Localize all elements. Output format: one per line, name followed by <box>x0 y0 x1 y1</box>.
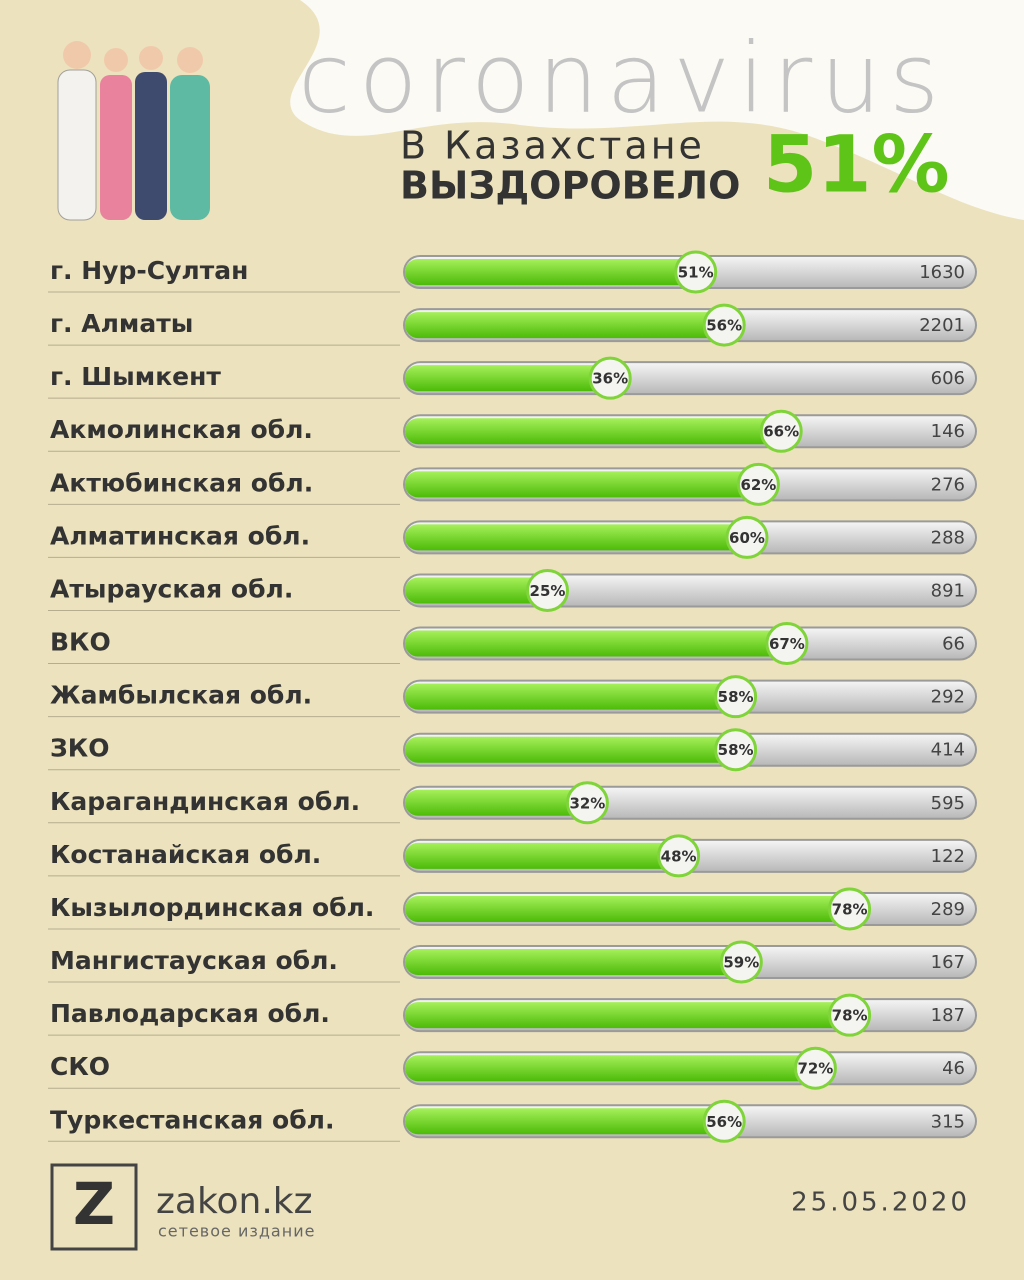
count-label: 595 <box>931 793 965 814</box>
value-label: 72% <box>797 1060 833 1078</box>
count-label: 187 <box>931 1005 965 1026</box>
category-label: Туркестанская обл. <box>50 1105 334 1134</box>
value-badge <box>588 356 632 400</box>
value-label: 51% <box>678 264 714 282</box>
category-label: Мангистауская обл. <box>50 946 338 975</box>
category-label: Атырауская обл. <box>50 574 293 603</box>
title: coronavirus <box>298 22 947 134</box>
count-label: 292 <box>931 687 965 708</box>
count-label: 315 <box>931 1111 965 1132</box>
value-label: 66% <box>763 423 799 441</box>
value-badge <box>765 622 809 666</box>
value-badge <box>526 568 569 612</box>
bar <box>405 259 696 285</box>
value-badge <box>736 462 780 506</box>
value-badge <box>702 303 746 347</box>
bar <box>405 418 782 445</box>
category-label: Алматинская обл. <box>50 521 310 550</box>
bar <box>405 312 725 339</box>
count-label: 606 <box>931 368 965 389</box>
bar <box>405 842 679 869</box>
doctors-illustration <box>57 41 210 221</box>
category-label: Жамбылская обл. <box>50 681 312 710</box>
bar <box>405 577 548 604</box>
value-label: 59% <box>723 954 759 972</box>
count-label: 2201 <box>919 315 965 336</box>
value-label: 78% <box>832 900 868 918</box>
value-label: 48% <box>661 847 697 865</box>
value-badge <box>793 1046 837 1090</box>
value-badge <box>657 834 701 878</box>
bar <box>405 630 787 657</box>
tagline: сетевое издание <box>158 1222 315 1241</box>
value-badge <box>828 887 872 931</box>
logo-box <box>50 1163 138 1251</box>
cloud-shape <box>290 0 1024 220</box>
bar <box>405 1055 816 1082</box>
count-label: 276 <box>931 474 965 495</box>
count-label: 414 <box>931 740 965 761</box>
value-label: 60% <box>729 529 765 547</box>
category-label: Карагандинская обл. <box>50 787 360 816</box>
bar <box>405 524 747 551</box>
bar <box>405 949 742 976</box>
brand: zakon.kz <box>156 1181 313 1222</box>
count-label: 1630 <box>919 262 965 283</box>
count-label: 46 <box>942 1058 965 1079</box>
bar <box>405 736 736 763</box>
value-label: 25% <box>530 582 566 600</box>
count-label: 891 <box>931 580 965 601</box>
bar <box>405 471 759 498</box>
category-label: Актюбинская обл. <box>50 468 313 497</box>
count-label: 289 <box>931 899 965 920</box>
bar <box>405 365 611 392</box>
value-label: 58% <box>718 688 754 706</box>
value-badge <box>759 409 803 453</box>
subtitle: В Казахстане <box>400 124 705 168</box>
category-label: Павлодарская обл. <box>50 999 330 1028</box>
headline-value: 51% <box>763 120 950 210</box>
count-label: 122 <box>931 846 965 867</box>
value-label: 36% <box>592 370 628 388</box>
headline: ВЫЗДОРОВЕЛО <box>400 164 740 208</box>
value-badge <box>702 1099 746 1143</box>
value-label: 56% <box>706 1113 742 1131</box>
value-badge <box>725 515 769 559</box>
category-label: Кызылординская обл. <box>50 893 374 922</box>
category-label: ЗКО <box>50 734 109 763</box>
value-badge <box>714 728 758 772</box>
value-badge <box>719 940 763 984</box>
value-badge <box>714 675 758 719</box>
value-badge <box>828 993 872 1037</box>
value-badge <box>674 250 718 294</box>
category-label: Костанайская обл. <box>50 840 321 869</box>
value-label: 58% <box>718 741 754 759</box>
category-label: Акмолинская обл. <box>50 415 313 444</box>
bar-rows: г. Нур-Султан 51% 1630 г. Алматы 56% 2201 г. Ш… <box>48 250 977 1143</box>
category-label: СКО <box>50 1052 110 1081</box>
count-label: 66 <box>942 634 965 655</box>
bar <box>405 1108 725 1135</box>
value-label: 56% <box>706 317 742 335</box>
bar <box>405 895 850 922</box>
count-label: 288 <box>931 527 965 548</box>
bar <box>405 683 736 710</box>
value-label: 67% <box>769 635 805 653</box>
category-label: г. Шымкент <box>50 362 221 391</box>
value-badge <box>565 781 609 825</box>
bar <box>405 1002 850 1029</box>
logo: Z <box>73 1170 115 1238</box>
bar <box>405 789 588 816</box>
date: 25.05.2020 <box>791 1188 970 1218</box>
value-label: 78% <box>832 1007 868 1025</box>
value-label: 32% <box>569 794 605 812</box>
category-label: г. Нур-Султан <box>50 256 248 285</box>
category-label: г. Алматы <box>50 309 193 338</box>
value-label: 62% <box>740 476 776 494</box>
category-label: ВКО <box>50 628 111 657</box>
count-label: 146 <box>931 421 965 442</box>
count-label: 167 <box>931 952 965 973</box>
